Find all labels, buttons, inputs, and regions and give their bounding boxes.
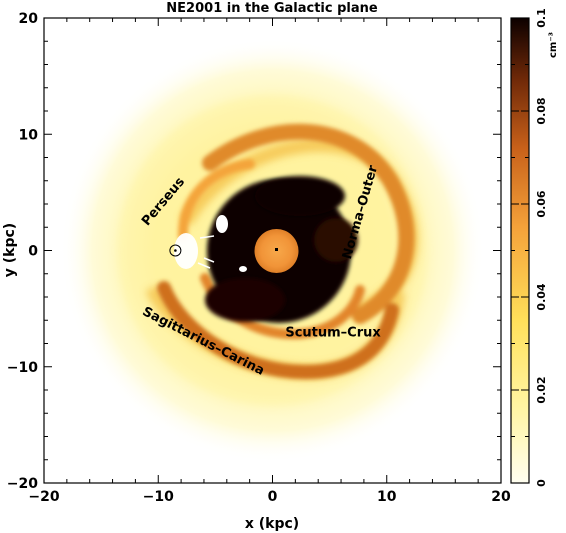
sun-marker (169, 244, 182, 257)
y-tick-label: −10 (7, 360, 38, 376)
y-axis-label: y (kpc) (2, 223, 18, 277)
colorbar-tick-label: 0.06 (535, 190, 548, 217)
y-tick-label: 10 (19, 127, 39, 143)
colorbar-unit-label: cm⁻³ (548, 32, 559, 58)
local-bubble (174, 233, 198, 269)
x-axis-label: x (kpc) (245, 516, 299, 532)
axis-tick-labels: −20 −10 0 10 20 −20 −10 0 10 20 (7, 11, 511, 505)
density-map (44, 18, 501, 483)
norma-outer-arm (202, 123, 415, 324)
colorbar-tick-label: 0.02 (535, 376, 548, 403)
colorbar-tick-labels: 0 0.02 0.04 0.06 0.08 0.1 (535, 8, 548, 487)
sun-symbol-dot (174, 249, 177, 252)
y-tick-label: 0 (28, 244, 38, 260)
colorbar-tick-label: 0.04 (535, 283, 548, 310)
y-tick-label: 20 (19, 11, 39, 27)
x-tick-label: −10 (143, 489, 174, 505)
colorbar-ticks (511, 17, 529, 484)
x-tick-label: −20 (28, 489, 59, 505)
x-tick-label: 20 (491, 489, 511, 505)
sagittarius-carina-arm (157, 281, 399, 380)
x-tick-label: 10 (377, 489, 397, 505)
y-tick-label: −20 (7, 476, 38, 492)
x-tick-label: 0 (268, 489, 278, 505)
sun-symbol-ring (169, 244, 182, 257)
arm-label: Scutum–Crux (285, 326, 381, 341)
axis-ticks (43, 17, 502, 484)
colorbar-tick-label: 0.08 (535, 97, 548, 124)
colorbar-tick-label: 0 (535, 479, 548, 487)
perseus-arm (177, 159, 255, 241)
chart-title: NE2001 in the Galactic plane (166, 1, 378, 16)
colorbar-tick-label: 0.1 (535, 8, 548, 28)
